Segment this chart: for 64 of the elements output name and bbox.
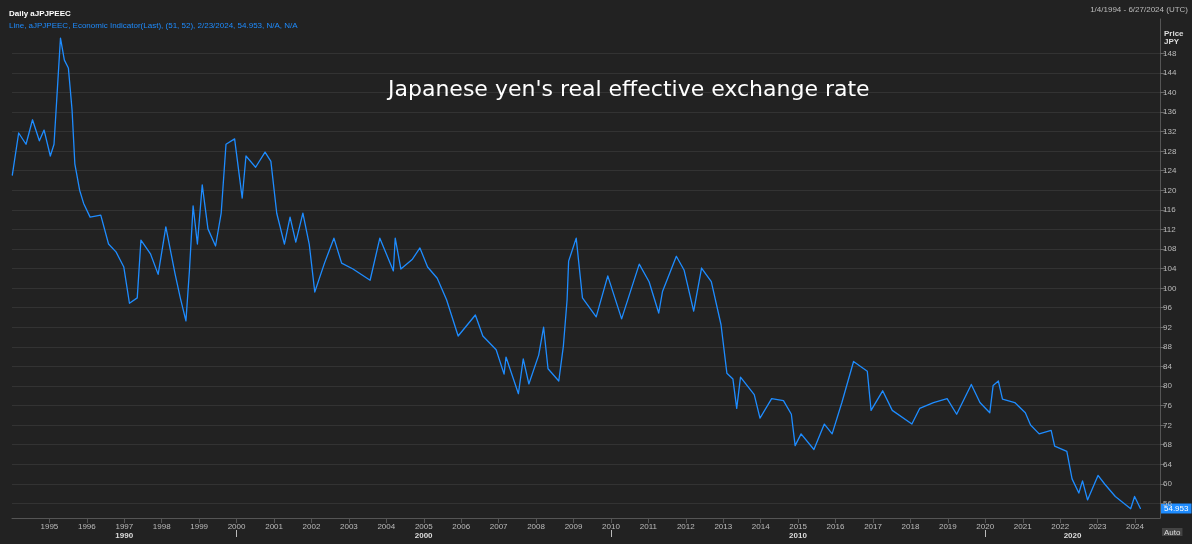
y-tick-label: 132 xyxy=(1163,127,1177,137)
x-tick-label: 2016 xyxy=(826,521,845,531)
y-tick-label: 148 xyxy=(1163,48,1177,58)
x-tick-label: 2019 xyxy=(938,521,958,531)
x-tick-label: 2006 xyxy=(452,521,471,531)
y-tick-label: 104 xyxy=(1163,264,1177,273)
x-tick-label: 2004 xyxy=(377,521,396,531)
text: Line, aJPJPEEC, Economic Indicator(Last), (51, 52), 2/23/2024, 54.953, N/A, N/A xyxy=(9,20,299,30)
y-tick-label: 124 xyxy=(1163,166,1177,176)
y-tick-label: 96 xyxy=(1163,303,1173,313)
y-tick-label: 112 xyxy=(1163,224,1177,234)
y-tick-label: 76 xyxy=(1163,400,1173,410)
text: 2000 xyxy=(414,530,434,540)
x-tick-label: 2009 xyxy=(564,521,583,531)
x-tick-label: 2021 xyxy=(1013,521,1033,531)
y-tick-label: 80 xyxy=(1163,381,1173,391)
y-tick-label: 60 xyxy=(1163,479,1173,489)
x-tick-label: 2017 xyxy=(864,521,883,531)
x-tick-label: 2018 xyxy=(901,521,920,531)
y-tick-label: 92 xyxy=(1163,322,1173,332)
y-tick-label: 64 xyxy=(1163,459,1173,469)
text: Auto xyxy=(1164,527,1182,537)
x-tick-label: 2000 xyxy=(227,521,247,531)
x-tick-label: 2020 xyxy=(976,521,995,531)
x-tick-label: 2001 xyxy=(265,521,284,531)
y-tick-label: 68 xyxy=(1163,440,1173,450)
x-tick-label: 2010 xyxy=(602,521,621,531)
y-tick-label: 108 xyxy=(1163,244,1177,254)
y-tick-label: 128 xyxy=(1163,146,1177,156)
x-tick-label: 1995 xyxy=(40,521,59,531)
x-tick-label: 2022 xyxy=(1051,521,1070,531)
x-tick-label: 2015 xyxy=(789,521,808,531)
text: 1990 xyxy=(115,530,134,540)
y-tick-label: 116 xyxy=(1163,205,1177,215)
y-axis-title: Price JPY xyxy=(1164,28,1185,46)
x-tick-label: 2024 xyxy=(1126,521,1145,531)
y-tick-label: 120 xyxy=(1163,185,1177,195)
text: 1/4/1994 - 6/27/2024 (UTC) xyxy=(1090,4,1189,14)
x-tick-label: 2005 xyxy=(414,521,434,531)
y-tick-label: 84 xyxy=(1163,361,1173,371)
x-tick-label: 2007 xyxy=(489,521,509,531)
chart-subtitle: Daily aJPJPEEC xyxy=(9,8,72,18)
text: 2010 xyxy=(789,530,808,540)
x-tick-label: 2012 xyxy=(676,521,696,531)
x-tick-label: 1999 xyxy=(190,521,209,531)
x-tick-label: 2013 xyxy=(714,521,733,531)
x-tick-label: 2002 xyxy=(302,521,321,531)
x-tick-label: 2011 xyxy=(639,521,658,531)
x-tick-label: 2008 xyxy=(527,521,546,531)
x-tick-label: 2014 xyxy=(751,521,771,531)
x-tick-label: 1997 xyxy=(115,521,134,531)
x-tick-label: 2003 xyxy=(339,521,359,531)
y-tick-label: 72 xyxy=(1163,420,1173,430)
y-tick-label: 144 xyxy=(1163,68,1177,78)
text: Japanese yen's real effective exchange rate xyxy=(386,75,870,101)
y-tick-label: 100 xyxy=(1163,283,1177,293)
x-tick-label: 1996 xyxy=(77,521,97,531)
x-tick-label: 2023 xyxy=(1088,521,1108,531)
text: 2020 xyxy=(1063,530,1082,540)
line-series xyxy=(11,37,1142,510)
y-tick-label: 88 xyxy=(1163,342,1173,352)
y-tick-label: 136 xyxy=(1163,107,1177,117)
x-tick-label: 1998 xyxy=(152,521,172,531)
y-tick-label: 140 xyxy=(1163,87,1177,97)
